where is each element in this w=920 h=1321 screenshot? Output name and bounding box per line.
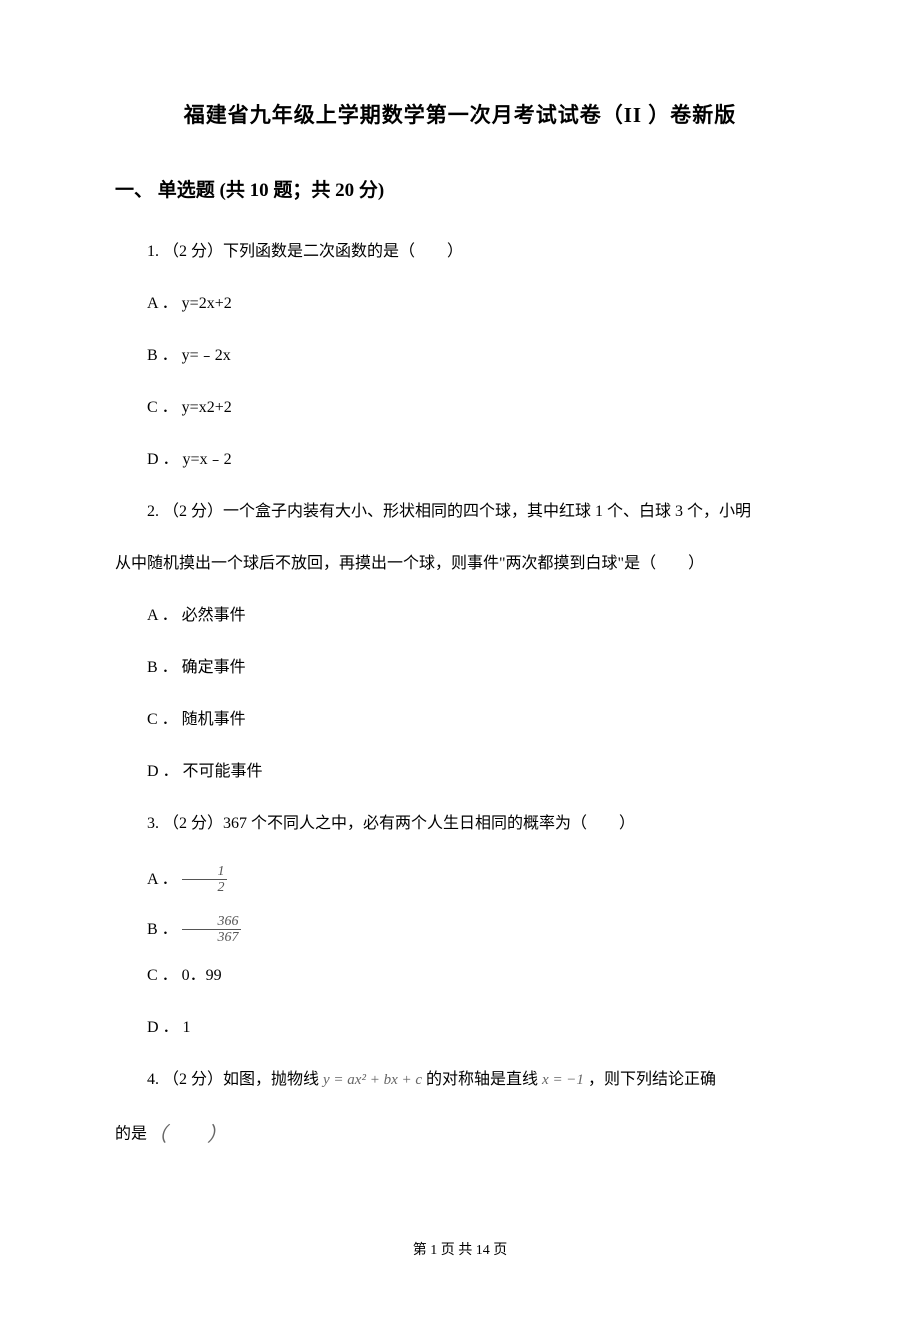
fraction-icon: 366 367 (182, 914, 241, 946)
exam-title: 福建省九年级上学期数学第一次月考试试卷（II ）卷新版 (115, 100, 805, 132)
question-1-option-a: A ． y=2x+2 (115, 292, 805, 316)
question-3-option-b: B ． 366 367 (115, 914, 805, 946)
question-3-option-d: D ． 1 (115, 1016, 805, 1040)
question-2-option-c: C ． 随机事件 (115, 708, 805, 732)
question-3-option-a: A ． 1 2 (115, 864, 805, 896)
fraction-denominator: 367 (182, 930, 241, 945)
question-3-option-a-label: A ． (115, 868, 178, 892)
question-4-line2-text: 的是 (115, 1125, 147, 1142)
paren-close-icon: ） (207, 1124, 227, 1146)
question-4-stem-line2: 的是（ ） (115, 1120, 805, 1150)
paren-open-icon: （ (147, 1124, 167, 1146)
math-formula: y = ax² + bx + c (323, 1072, 422, 1088)
math-formula: x = −1 (542, 1072, 584, 1088)
fraction-numerator: 366 (182, 914, 241, 930)
question-2-option-b: B ． 确定事件 (115, 656, 805, 680)
question-1-stem: 1. （2 分）下列函数是二次函数的是（ ） (115, 240, 805, 264)
question-4-text-pre: 4. （2 分）如图，抛物线 (147, 1071, 323, 1088)
question-2-option-d: D ． 不可能事件 (115, 760, 805, 784)
question-4-text-mid: 的对称轴是直线 (422, 1071, 542, 1088)
fraction-denominator: 2 (182, 880, 227, 895)
fraction-icon: 1 2 (182, 864, 227, 896)
page-footer: 第 1 页 共 14 页 (115, 1240, 805, 1261)
question-2-stem-line2: 从中随机摸出一个球后不放回，再摸出一个球，则事件"两次都摸到白球"是（ ） (115, 552, 805, 576)
question-2-stem-line1: 2. （2 分）一个盒子内装有大小、形状相同的四个球，其中红球 1 个、白球 3… (115, 500, 805, 524)
exam-page: 福建省九年级上学期数学第一次月考试试卷（II ）卷新版 一、 单选题 (共 10… (0, 0, 920, 1321)
question-4-text-post: ，则下列结论正确 (584, 1071, 716, 1088)
question-1-option-d: D ． y=x﹣2 (115, 448, 805, 472)
question-1-option-b: B ． y=﹣2x (115, 344, 805, 368)
section-header: 一、 单选题 (共 10 题；共 20 分) (115, 177, 805, 206)
question-4-stem-line1: 4. （2 分）如图，抛物线 y = ax² + bx + c 的对称轴是直线 … (115, 1068, 805, 1092)
question-3-option-b-label: B ． (115, 918, 178, 942)
question-3-option-c: C ． 0．99 (115, 964, 805, 988)
question-3-stem: 3. （2 分）367 个不同人之中，必有两个人生日相同的概率为（ ） (115, 812, 805, 836)
question-1-option-c: C ． y=x2+2 (115, 396, 805, 420)
question-2-option-a: A ． 必然事件 (115, 604, 805, 628)
fraction-numerator: 1 (182, 864, 227, 880)
